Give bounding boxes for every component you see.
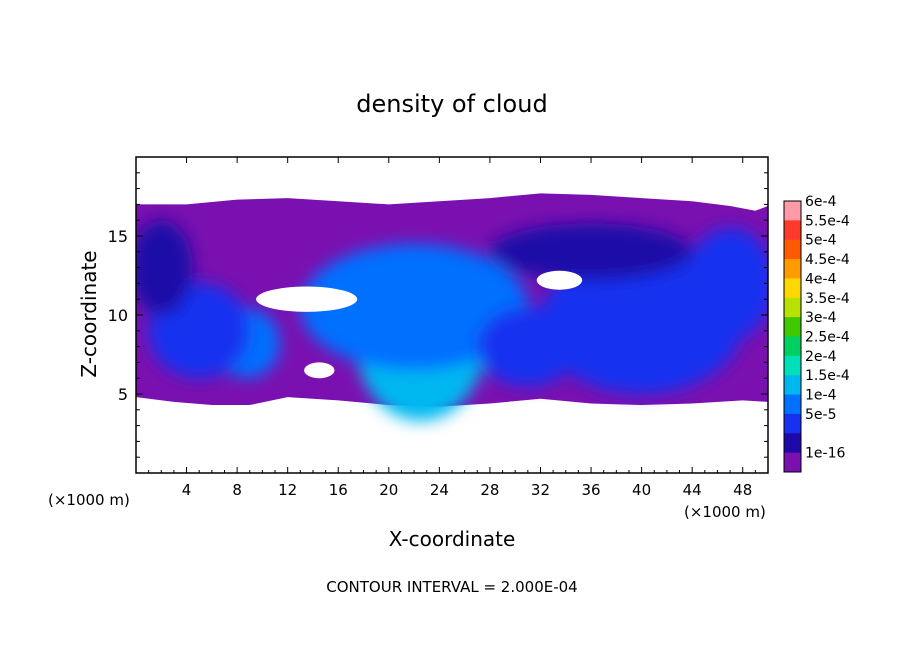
density-cores [136, 220, 768, 421]
colorbar-label: 2.5e-4 [805, 330, 850, 346]
clear-region [304, 362, 335, 379]
density-core [477, 307, 579, 387]
x-unit-right: (×1000 m) [684, 503, 766, 521]
x-tick-label: 48 [733, 481, 752, 499]
colorbar-label: 4.5e-4 [805, 252, 850, 268]
y-axis-label: Z-coordinate [77, 250, 101, 377]
x-tick-label: 44 [683, 481, 702, 499]
colorbar-swatch [784, 336, 801, 357]
y-tick-label: 15 [108, 227, 128, 246]
plot-area [136, 193, 768, 421]
x-axis-label: X-coordinate [389, 527, 516, 551]
clear-region [256, 286, 358, 312]
colorbar-swatch [784, 297, 801, 318]
contour-interval-note: CONTOUR INTERVAL = 2.000E-04 [326, 578, 577, 596]
x-unit-left: (×1000 m) [48, 491, 130, 509]
density-core [300, 243, 528, 371]
x-tick-label: 8 [232, 481, 242, 499]
x-tick-label: 28 [480, 481, 499, 499]
y-tick-label: 10 [108, 306, 128, 325]
colorbar-label: 2e-4 [805, 349, 837, 365]
x-tick-label: 4 [182, 481, 192, 499]
colorbar-label: 1e-4 [805, 388, 837, 404]
colorbar-label: 5e-5 [805, 407, 836, 423]
x-tick-label: 24 [430, 481, 449, 499]
colorbar-swatch [784, 394, 801, 415]
colorbar-label: 1e-16 [805, 446, 845, 462]
y-tick-label: 5 [118, 385, 128, 404]
density-core [685, 228, 768, 339]
colorbar-label: 4e-4 [805, 271, 837, 287]
colorbar-swatch [784, 201, 801, 221]
colorbar-swatch [784, 278, 801, 299]
colorbar-label: 3e-4 [805, 310, 837, 326]
colorbar-swatch [784, 452, 801, 473]
colorbar: 6e-4 5.5e-4 5e-4 4.5e-4 4e-4 3.5e-4 3e-4 2.5e-4… [783, 194, 850, 473]
clear-region [536, 270, 583, 290]
x-tick-label: 20 [379, 481, 398, 499]
x-tick-label: 36 [581, 481, 600, 499]
colorbar-label: 5e-4 [805, 233, 837, 249]
colorbar-swatch [784, 259, 801, 279]
x-tick-label: 16 [329, 481, 348, 499]
chart-title: density of cloud [356, 90, 547, 118]
colorbar-frame [783, 200, 802, 473]
x-tick-label: 32 [531, 481, 550, 499]
colorbar-swatch [784, 220, 801, 241]
colorbar-label: 5.5e-4 [805, 213, 850, 229]
x-tick-label: 12 [278, 481, 297, 499]
density-core [136, 220, 193, 315]
colorbar-label: 1.5e-4 [805, 368, 850, 384]
density-core [489, 223, 693, 281]
colorbar-label: 3.5e-4 [805, 291, 850, 307]
colorbar-swatch [784, 413, 801, 434]
colorbar-swatch [784, 433, 801, 454]
colorbar-label: 6e-4 [805, 194, 837, 210]
colorbar-swatch [784, 317, 801, 337]
colorbar-swatch [784, 239, 801, 260]
colorbar-swatch [784, 355, 801, 376]
colorbar-swatch [784, 375, 801, 396]
x-tick-label: 40 [632, 481, 651, 499]
